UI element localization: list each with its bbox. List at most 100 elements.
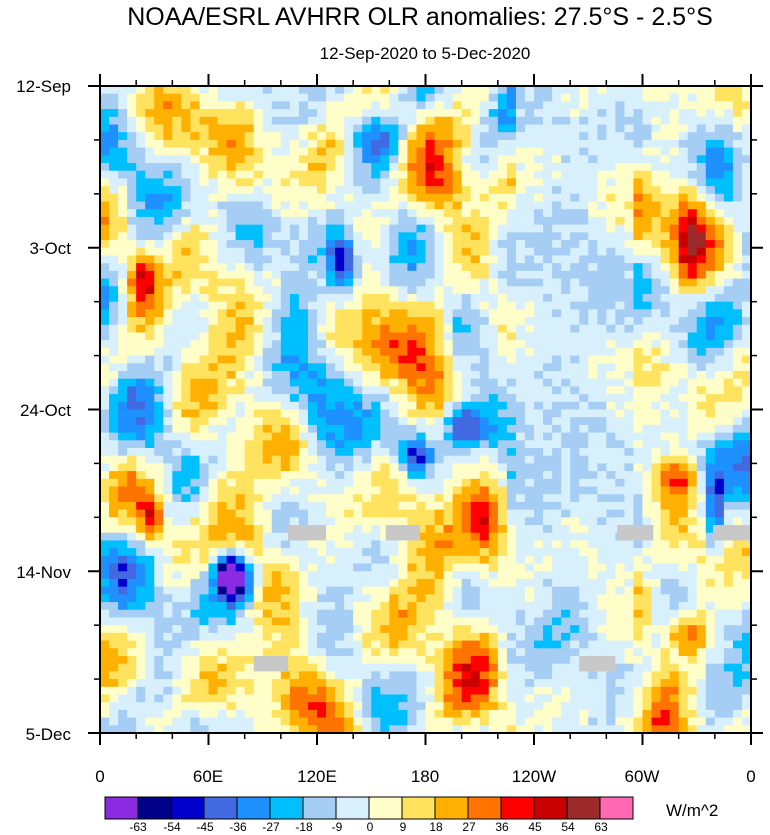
heatmap-cell <box>353 293 363 303</box>
heatmap-cell <box>190 309 201 318</box>
heatmap-cell <box>226 548 237 557</box>
heatmap-cell <box>660 509 671 518</box>
heatmap-cell <box>660 540 671 549</box>
heatmap-cell <box>289 255 300 264</box>
heatmap-cell <box>723 486 734 495</box>
heatmap-cell <box>163 532 173 542</box>
heatmap-cell <box>651 501 662 511</box>
heatmap-cell <box>723 478 734 488</box>
heatmap-cell <box>280 216 291 226</box>
heatmap-cell <box>253 548 264 557</box>
heatmap-cell <box>172 517 182 526</box>
heatmap-cell <box>154 324 164 334</box>
heatmap-cell <box>461 609 472 619</box>
heatmap-cell <box>280 455 291 465</box>
heatmap-cell <box>479 232 490 241</box>
heatmap-cell <box>289 286 300 295</box>
heatmap-cell <box>515 101 526 110</box>
heatmap-cell <box>380 463 390 472</box>
heatmap-cell <box>642 417 653 426</box>
heatmap-cell <box>678 471 689 480</box>
heatmap-cell <box>262 270 273 280</box>
heatmap-cell <box>543 509 553 518</box>
heatmap-cell <box>371 247 381 257</box>
heatmap-cell <box>235 602 246 611</box>
heatmap-cell <box>389 163 399 172</box>
heatmap-cell <box>289 409 300 418</box>
heatmap-cell <box>326 494 336 503</box>
heatmap-cell <box>524 486 535 495</box>
heatmap-cell <box>443 109 454 118</box>
heatmap-cell <box>226 602 237 611</box>
heatmap-cell <box>163 409 173 418</box>
heatmap-cell <box>136 109 146 118</box>
heatmap-cell <box>615 471 626 480</box>
heatmap-cell <box>452 432 463 441</box>
heatmap-cell <box>353 317 363 326</box>
heatmap-cell <box>696 324 707 334</box>
heatmap-cell <box>606 116 616 126</box>
heatmap-cell <box>651 394 662 403</box>
heatmap-cell <box>687 332 698 341</box>
heatmap-cell <box>344 193 354 203</box>
heatmap-cell <box>425 301 436 310</box>
heatmap-cell <box>199 370 210 380</box>
heatmap-cell <box>362 216 372 226</box>
heatmap-cell <box>335 525 345 534</box>
heatmap-cell <box>371 270 381 280</box>
heatmap-cell <box>597 340 607 349</box>
heatmap-cell <box>253 263 264 272</box>
heatmap-cell <box>217 378 228 387</box>
heatmap-cell <box>452 286 463 295</box>
heatmap-cell <box>163 494 173 503</box>
heatmap-cell <box>317 386 327 395</box>
heatmap-cell <box>353 286 363 295</box>
heatmap-cell <box>579 216 589 226</box>
heatmap-cell <box>217 548 228 557</box>
heatmap-cell <box>371 240 381 249</box>
heatmap-cell <box>109 424 119 434</box>
heatmap-cell <box>615 109 626 118</box>
heatmap-cell <box>515 301 526 310</box>
heatmap-cell <box>588 417 598 426</box>
heatmap-cell <box>389 301 399 310</box>
heatmap-cell <box>624 124 635 133</box>
heatmap-cell <box>732 340 743 349</box>
heatmap-cell <box>579 401 589 411</box>
heatmap-cell <box>317 563 327 572</box>
heatmap-cell <box>416 540 427 549</box>
heatmap-cell <box>262 424 273 434</box>
heatmap-cell <box>524 501 535 511</box>
heatmap-cell <box>705 347 716 357</box>
heatmap-cell <box>579 132 589 141</box>
heatmap-cell <box>244 486 255 495</box>
heatmap-cell <box>452 571 463 580</box>
heatmap-cell <box>425 247 436 257</box>
heatmap-cell <box>244 93 255 102</box>
heatmap-cell <box>588 216 598 226</box>
heatmap-cell <box>642 586 653 595</box>
heatmap-cell <box>416 355 427 364</box>
heatmap-cell <box>461 455 472 465</box>
heatmap-cell <box>524 340 535 349</box>
heatmap-cell <box>398 401 409 411</box>
heatmap-cell <box>543 548 553 557</box>
heatmap-cell <box>280 486 291 495</box>
heatmap-cell <box>244 255 255 264</box>
heatmap-cell <box>425 263 436 272</box>
heatmap-cell <box>515 448 526 457</box>
heatmap-cell <box>271 124 282 133</box>
heatmap-cell <box>416 209 427 218</box>
heatmap-cell <box>696 440 707 449</box>
heatmap-cell <box>570 578 580 588</box>
heatmap-cell <box>172 424 182 434</box>
heatmap-cell <box>579 586 589 595</box>
heatmap-cell <box>181 101 192 110</box>
heatmap-cell <box>425 163 436 172</box>
heatmap-cell <box>317 170 327 180</box>
heatmap-cell <box>416 555 427 565</box>
heatmap-cell <box>425 486 436 495</box>
heatmap-cell <box>714 232 725 241</box>
heatmap-cell <box>136 409 146 418</box>
heatmap-cell <box>524 240 535 249</box>
